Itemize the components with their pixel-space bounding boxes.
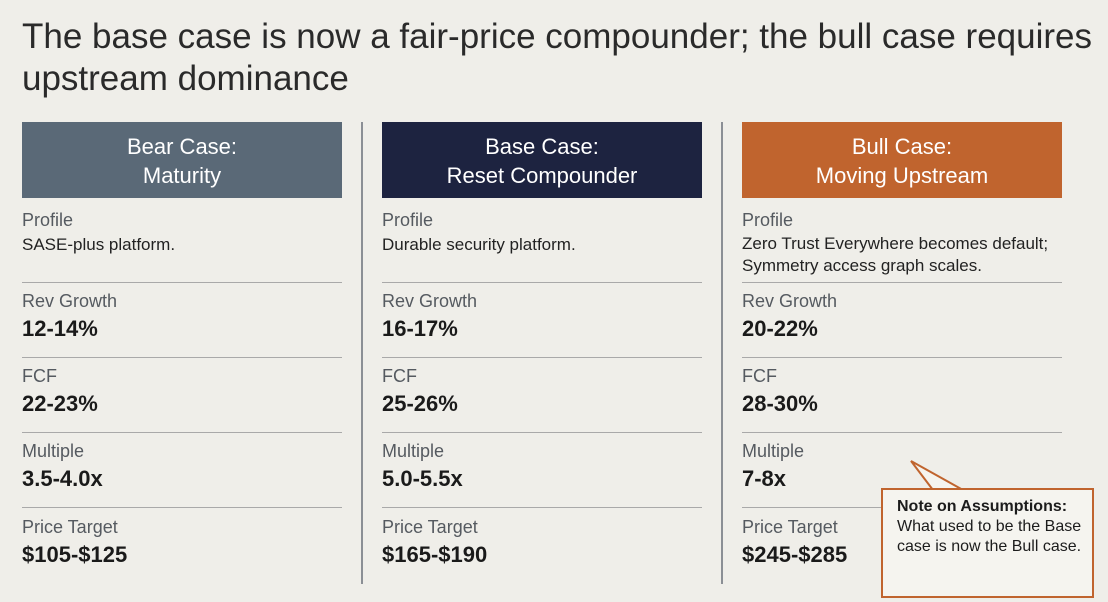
fcf-label: FCF xyxy=(382,366,417,386)
fcf-row: FCF 25-26% xyxy=(382,358,702,433)
column-divider xyxy=(361,122,363,584)
page-title: The base case is now a fair-price compou… xyxy=(22,17,1092,98)
note-title: Note on Assumptions: xyxy=(897,498,1068,515)
rev-growth-label: Rev Growth xyxy=(382,291,478,311)
rev-growth-row: Rev Growth 20-22% xyxy=(742,283,1062,358)
price-target-row: Price Target $165-$190 xyxy=(382,508,702,578)
price-target-value: $245-$285 xyxy=(742,542,848,567)
base-case-header-subtitle: Reset Compounder xyxy=(446,163,638,188)
multiple-label: Multiple xyxy=(382,441,445,461)
multiple-label: Multiple xyxy=(742,441,805,461)
rev-growth-label: Rev Growth xyxy=(742,291,838,311)
fcf-row: FCF 28-30% xyxy=(742,358,1062,433)
bull-case-header-title: Bull Case: xyxy=(851,134,953,159)
fcf-value: 25-26% xyxy=(382,391,458,416)
profile-row: Profile SASE-plus platform. xyxy=(22,198,342,283)
rev-growth-value: 16-17% xyxy=(382,316,458,341)
price-target-row: Price Target $245-$285 xyxy=(742,508,1062,578)
rev-growth-value: 12-14% xyxy=(22,316,98,341)
profile-value: Durable security platform. xyxy=(382,235,576,254)
multiple-row: Multiple 3.5-4.0x xyxy=(22,433,342,508)
profile-row: Profile Zero Trust Everywhere becomes de… xyxy=(742,198,1062,283)
callout-pointer xyxy=(910,460,964,491)
price-target-label: Price Target xyxy=(22,517,118,537)
note-body: What used to be the Base case is now the… xyxy=(897,518,1082,555)
fcf-row: FCF 22-23% xyxy=(22,358,342,433)
bull-case-header: Bull Case: Moving Upstream xyxy=(742,122,1062,198)
bear-case-header-title: Bear Case: xyxy=(126,134,238,159)
price-target-label: Price Target xyxy=(382,517,478,537)
bull-case-header-subtitle: Moving Upstream xyxy=(815,163,989,188)
bear-case-column: Bear Case: Maturity Profile SASE-plus pl… xyxy=(22,122,342,578)
price-target-value: $165-$190 xyxy=(382,542,488,567)
profile-value: SASE-plus platform. xyxy=(22,235,176,254)
assumptions-note: Note on Assumptions: What used to be the… xyxy=(881,488,1094,598)
fcf-value: 22-23% xyxy=(22,391,98,416)
rev-growth-value: 20-22% xyxy=(742,316,818,341)
base-case-header: Base Case: Reset Compounder xyxy=(382,122,702,198)
rev-growth-row: Rev Growth 16-17% xyxy=(382,283,702,358)
rev-growth-row: Rev Growth 12-14% xyxy=(22,283,342,358)
profile-label: Profile xyxy=(742,210,794,230)
column-divider xyxy=(721,122,723,584)
profile-row: Profile Durable security platform. xyxy=(382,198,702,283)
multiple-value: 3.5-4.0x xyxy=(22,466,103,491)
price-target-row: Price Target $105-$125 xyxy=(22,508,342,578)
bear-case-header: Bear Case: Maturity xyxy=(22,122,342,198)
price-target-value: $105-$125 xyxy=(22,542,128,567)
price-target-label: Price Target xyxy=(742,517,838,537)
profile-label: Profile xyxy=(382,210,434,230)
fcf-label: FCF xyxy=(742,366,777,386)
profile-value: Zero Trust Everywhere becomes default; S… xyxy=(742,234,1049,275)
base-case-header-title: Base Case: xyxy=(485,134,599,159)
multiple-value: 5.0-5.5x xyxy=(382,466,463,491)
fcf-label: FCF xyxy=(22,366,57,386)
rev-growth-label: Rev Growth xyxy=(22,291,118,311)
fcf-value: 28-30% xyxy=(742,391,818,416)
multiple-label: Multiple xyxy=(22,441,85,461)
multiple-row: Multiple 5.0-5.5x xyxy=(382,433,702,508)
multiple-value: 7-8x xyxy=(742,466,787,491)
bear-case-header-subtitle: Maturity xyxy=(142,163,222,188)
base-case-column: Base Case: Reset Compounder Profile Dura… xyxy=(382,122,702,578)
profile-label: Profile xyxy=(22,210,74,230)
